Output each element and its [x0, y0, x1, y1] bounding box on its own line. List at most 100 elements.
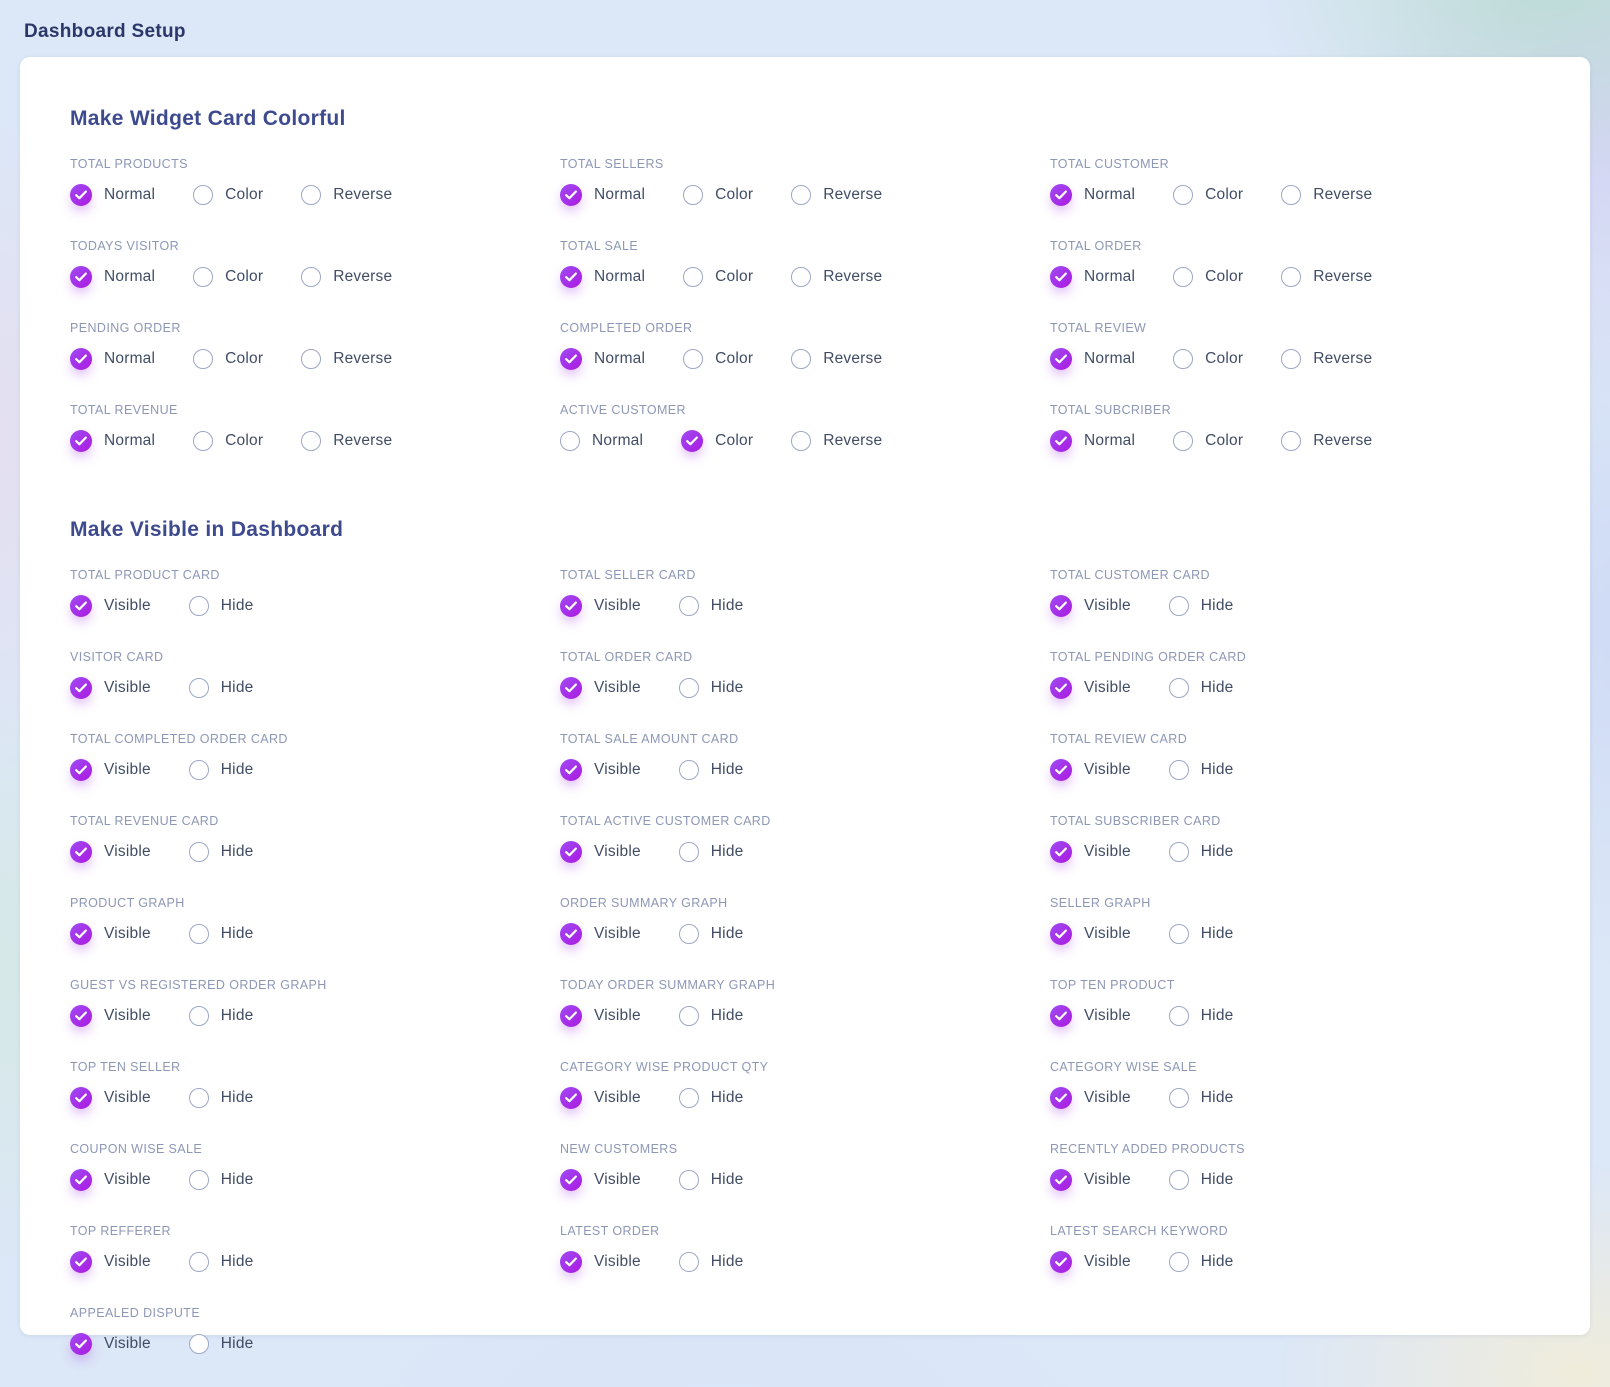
radio-visible-order-summary-graph[interactable]: Visible [560, 923, 641, 945]
radio-circle[interactable] [1168, 1006, 1189, 1026]
radio-circle[interactable] [678, 1088, 699, 1108]
radio-circle[interactable] [188, 924, 209, 944]
radio-visible-latest-order[interactable]: Visible [560, 1251, 641, 1273]
radio-color-total-customer[interactable]: Color [1173, 185, 1243, 205]
radio-visible-category-wise-product-qty[interactable]: Visible [560, 1087, 641, 1109]
radio-circle[interactable] [301, 431, 322, 451]
radio-circle[interactable] [301, 267, 322, 287]
radio-circle[interactable] [301, 349, 322, 369]
radio-reverse-total-sellers[interactable]: Reverse [791, 185, 882, 205]
radio-visible-visitor-card[interactable]: Visible [70, 677, 151, 699]
radio-visible-new-customers[interactable]: Visible [560, 1169, 641, 1191]
radio-circle[interactable] [791, 349, 812, 369]
radio-circle[interactable] [1050, 348, 1072, 370]
radio-reverse-total-customer[interactable]: Reverse [1281, 185, 1372, 205]
radio-hide-category-wise-product-qty[interactable]: Hide [678, 1088, 744, 1108]
radio-color-total-review[interactable]: Color [1173, 349, 1243, 369]
radio-hide-total-sale-amount-card[interactable]: Hide [678, 760, 744, 780]
radio-circle[interactable] [70, 759, 92, 781]
radio-circle[interactable] [678, 1252, 699, 1272]
radio-circle[interactable] [193, 267, 214, 287]
radio-circle[interactable] [70, 348, 92, 370]
radio-reverse-total-order[interactable]: Reverse [1281, 267, 1372, 287]
radio-circle[interactable] [188, 842, 209, 862]
radio-normal-total-customer[interactable]: Normal [1050, 184, 1135, 206]
radio-circle[interactable] [1050, 1005, 1072, 1027]
radio-circle[interactable] [1168, 1252, 1189, 1272]
radio-circle[interactable] [1050, 184, 1072, 206]
radio-circle[interactable] [560, 266, 582, 288]
radio-reverse-total-review[interactable]: Reverse [1281, 349, 1372, 369]
radio-circle[interactable] [188, 1252, 209, 1272]
radio-circle[interactable] [188, 596, 209, 616]
radio-hide-total-subscriber-card[interactable]: Hide [1168, 842, 1234, 862]
radio-hide-new-customers[interactable]: Hide [678, 1170, 744, 1190]
radio-visible-total-pending-order-card[interactable]: Visible [1050, 677, 1131, 699]
radio-hide-latest-search-keyword[interactable]: Hide [1168, 1252, 1234, 1272]
radio-visible-total-active-customer-card[interactable]: Visible [560, 841, 641, 863]
radio-normal-total-revenue[interactable]: Normal [70, 430, 155, 452]
radio-circle[interactable] [791, 267, 812, 287]
radio-circle[interactable] [70, 841, 92, 863]
radio-circle[interactable] [188, 1334, 209, 1354]
radio-reverse-active-customer[interactable]: Reverse [791, 431, 882, 451]
radio-circle[interactable] [1050, 923, 1072, 945]
radio-circle[interactable] [1281, 349, 1302, 369]
radio-normal-todays-visitor[interactable]: Normal [70, 266, 155, 288]
radio-visible-guest-vs-registered-order-graph[interactable]: Visible [70, 1005, 151, 1027]
radio-normal-total-sale[interactable]: Normal [560, 266, 645, 288]
radio-visible-seller-graph[interactable]: Visible [1050, 923, 1131, 945]
radio-circle[interactable] [1168, 760, 1189, 780]
radio-visible-appealed-dispute[interactable]: Visible [70, 1333, 151, 1355]
radio-circle[interactable] [560, 841, 582, 863]
radio-reverse-pending-order[interactable]: Reverse [301, 349, 392, 369]
radio-circle[interactable] [1281, 185, 1302, 205]
radio-circle[interactable] [560, 923, 582, 945]
radio-circle[interactable] [1168, 678, 1189, 698]
radio-circle[interactable] [70, 677, 92, 699]
radio-circle[interactable] [1050, 266, 1072, 288]
radio-circle[interactable] [683, 185, 704, 205]
radio-hide-top-ten-product[interactable]: Hide [1168, 1006, 1234, 1026]
radio-circle[interactable] [70, 1169, 92, 1191]
radio-hide-top-refferer[interactable]: Hide [188, 1252, 254, 1272]
radio-circle[interactable] [560, 1251, 582, 1273]
radio-circle[interactable] [560, 677, 582, 699]
radio-visible-total-subscriber-card[interactable]: Visible [1050, 841, 1131, 863]
radio-circle[interactable] [70, 1005, 92, 1027]
radio-circle[interactable] [188, 1170, 209, 1190]
radio-circle[interactable] [1050, 677, 1072, 699]
radio-circle[interactable] [560, 431, 580, 451]
radio-circle[interactable] [188, 760, 209, 780]
radio-circle[interactable] [791, 431, 812, 451]
radio-visible-top-ten-seller[interactable]: Visible [70, 1087, 151, 1109]
radio-circle[interactable] [193, 349, 214, 369]
radio-visible-top-ten-product[interactable]: Visible [1050, 1005, 1131, 1027]
radio-visible-recently-added-products[interactable]: Visible [1050, 1169, 1131, 1191]
radio-color-active-customer[interactable]: Color [681, 430, 753, 452]
radio-color-total-products[interactable]: Color [193, 185, 263, 205]
radio-circle[interactable] [1168, 924, 1189, 944]
radio-circle[interactable] [560, 1005, 582, 1027]
radio-reverse-total-products[interactable]: Reverse [301, 185, 392, 205]
radio-color-total-revenue[interactable]: Color [193, 431, 263, 451]
radio-circle[interactable] [70, 923, 92, 945]
radio-visible-total-sale-amount-card[interactable]: Visible [560, 759, 641, 781]
radio-circle[interactable] [678, 1170, 699, 1190]
radio-visible-latest-search-keyword[interactable]: Visible [1050, 1251, 1131, 1273]
radio-color-total-sale[interactable]: Color [683, 267, 753, 287]
radio-reverse-total-subcriber[interactable]: Reverse [1281, 431, 1372, 451]
radio-normal-total-sellers[interactable]: Normal [560, 184, 645, 206]
radio-circle[interactable] [678, 842, 699, 862]
radio-hide-guest-vs-registered-order-graph[interactable]: Hide [188, 1006, 254, 1026]
radio-circle[interactable] [70, 184, 92, 206]
radio-circle[interactable] [70, 1087, 92, 1109]
radio-hide-coupon-wise-sale[interactable]: Hide [188, 1170, 254, 1190]
radio-circle[interactable] [681, 430, 704, 452]
radio-visible-today-order-summary-graph[interactable]: Visible [560, 1005, 641, 1027]
radio-normal-completed-order[interactable]: Normal [560, 348, 645, 370]
radio-circle[interactable] [188, 1006, 209, 1026]
radio-circle[interactable] [1173, 349, 1194, 369]
radio-reverse-total-revenue[interactable]: Reverse [301, 431, 392, 451]
radio-circle[interactable] [1168, 1088, 1189, 1108]
